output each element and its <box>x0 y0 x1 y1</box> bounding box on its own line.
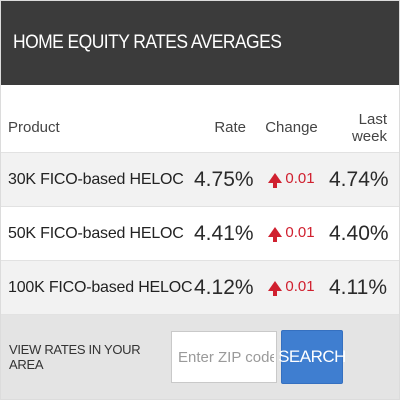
column-header-rate: Rate <box>214 119 246 136</box>
rate-value: 4.12% <box>194 275 254 299</box>
search-button[interactable]: SEARCH <box>278 330 346 384</box>
product-name: 30K FICO-based HELOC <box>8 170 184 188</box>
zip-search-bar: VIEW RATES IN YOUR AREA SEARCH <box>1 315 399 399</box>
widget-title: HOME EQUITY RATES AVERAGES <box>13 32 282 53</box>
product-name: 100K FICO-based HELOC <box>8 278 193 296</box>
change-value: 0.01 <box>285 170 315 188</box>
last-week-value: 4.40% <box>329 221 389 245</box>
table-row: 30K FICO-based HELOC 4.75% 0.01 4.74% <box>1 153 399 207</box>
arrow-up-icon <box>268 280 283 296</box>
rate-value: 4.75% <box>194 167 254 191</box>
rate-value: 4.41% <box>194 221 254 245</box>
product-name: 50K FICO-based HELOC <box>8 224 184 242</box>
last-week-value: 4.74% <box>329 167 389 191</box>
change-cell: 0.01 <box>254 224 329 243</box>
table-header-row: Product Rate Change Last week <box>1 103 399 153</box>
zip-code-input[interactable] <box>171 331 277 383</box>
rates-table: Product Rate Change Last week 30K FICO-b… <box>1 103 399 315</box>
change-value: 0.01 <box>285 224 315 242</box>
arrow-up-icon <box>268 172 283 188</box>
widget-header: HOME EQUITY RATES AVERAGES <box>1 1 399 85</box>
arrow-up-icon <box>268 226 283 242</box>
last-week-value: 4.11% <box>329 275 387 299</box>
change-cell: 0.01 <box>254 170 329 189</box>
column-header-last-week: Last week <box>351 110 387 145</box>
change-value: 0.01 <box>285 278 315 296</box>
view-rates-label: VIEW RATES IN YOUR AREA <box>9 342 141 372</box>
table-row: 100K FICO-based HELOC 4.12% 0.01 4.11% <box>1 261 399 315</box>
change-cell: 0.01 <box>254 278 329 297</box>
column-header-change: Change <box>265 119 318 136</box>
table-row: 50K FICO-based HELOC 4.41% 0.01 4.40% <box>1 207 399 261</box>
column-header-product: Product <box>8 119 60 136</box>
